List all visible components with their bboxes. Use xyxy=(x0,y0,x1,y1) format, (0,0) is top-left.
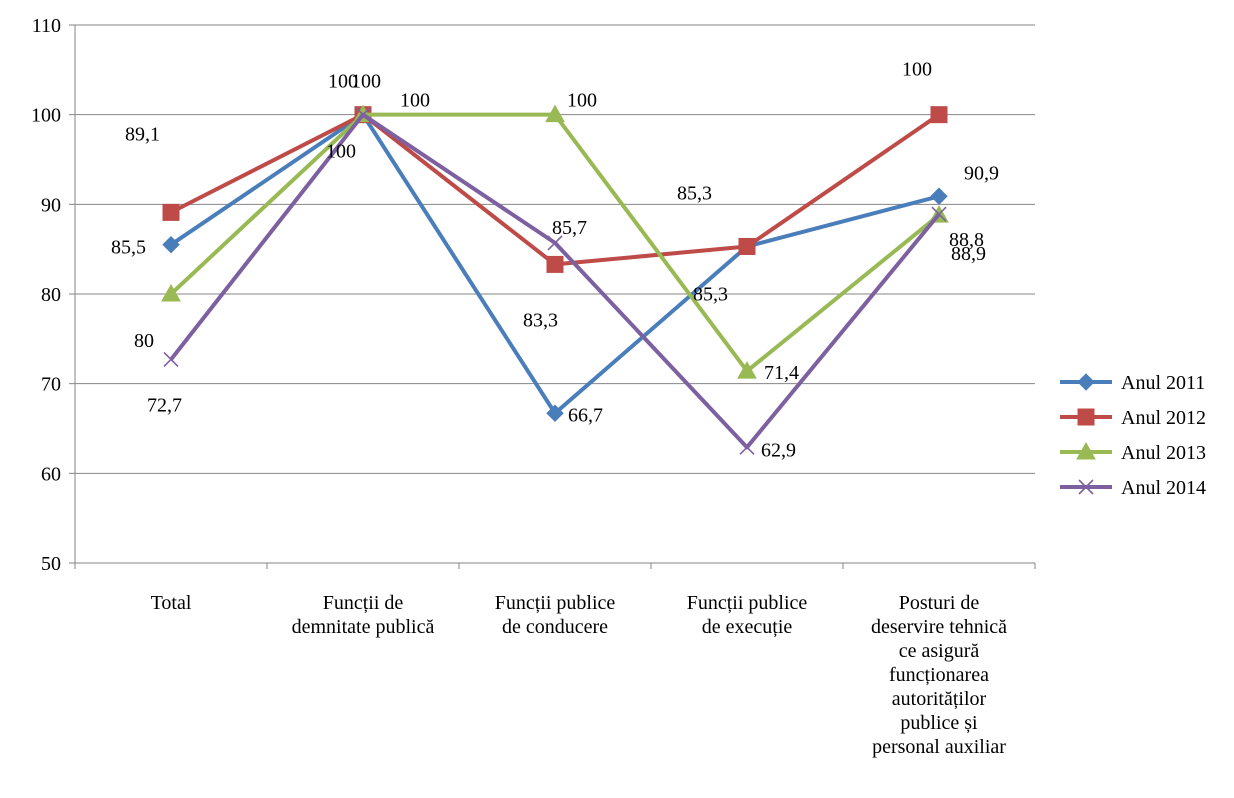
marker-triangle xyxy=(1076,441,1096,460)
data-label: 100 xyxy=(567,90,597,112)
data-label: 83,3 xyxy=(523,309,558,331)
y-tick-label: 80 xyxy=(41,284,61,306)
marker-x xyxy=(547,235,563,251)
data-label: 100 xyxy=(902,59,932,81)
marker-x-stroke xyxy=(931,206,947,222)
data-label: 62,9 xyxy=(761,439,796,461)
y-tick-label: 90 xyxy=(41,194,61,216)
legend-item: Anul 2012 xyxy=(1060,407,1206,429)
y-tick-label: 50 xyxy=(41,553,61,575)
marker-triangle xyxy=(545,104,565,123)
category-label-line: Funcții publice xyxy=(495,592,616,614)
legend-label: Anul 2013 xyxy=(1121,442,1206,464)
category-label-line: Posturi de xyxy=(899,592,980,614)
data-label: 66,7 xyxy=(568,404,603,426)
series-anul-2014 xyxy=(163,107,947,455)
data-label: 80 xyxy=(134,330,154,352)
y-tick-labels: 50 60 70 80 90 100 110 xyxy=(31,15,61,575)
data-label: 85,3 xyxy=(693,283,728,305)
legend-label: Anul 2014 xyxy=(1121,477,1206,499)
data-label: 100 xyxy=(328,71,358,93)
legend-label: Anul 2011 xyxy=(1121,372,1205,394)
marker-x-stroke xyxy=(547,235,563,251)
marker-square xyxy=(546,255,564,273)
marker-x xyxy=(1078,479,1094,495)
legend-item: Anul 2014 xyxy=(1060,477,1206,499)
y-tick-label: 110 xyxy=(32,15,61,37)
y-tick-label: 100 xyxy=(31,105,61,127)
legend: Anul 2011 Anul 2012 Anul 2013 Anul 2014 xyxy=(1060,372,1206,499)
data-label: 71,4 xyxy=(764,362,799,384)
series-lines xyxy=(161,104,949,455)
category-label-line: ce asigură xyxy=(899,640,980,662)
marker-diamond xyxy=(1077,373,1095,391)
data-label: 90,9 xyxy=(964,162,999,184)
category-label: Funcții publice de execuție xyxy=(687,592,808,638)
marker-square xyxy=(1077,408,1095,426)
category-label: Funcții de demnitate publică xyxy=(292,592,435,638)
data-label: 100 xyxy=(326,141,356,163)
data-label: 85,3 xyxy=(677,182,712,204)
category-label: Funcții publice de conducere xyxy=(495,592,616,638)
marker-square xyxy=(162,203,180,221)
category-label-line: funcționarea xyxy=(889,664,989,686)
category-label-line: publice și xyxy=(900,712,978,734)
marker-triangle xyxy=(737,361,757,379)
marker-diamond xyxy=(930,187,948,205)
y-tick-label: 60 xyxy=(41,463,61,485)
data-label: 88,8 xyxy=(949,229,984,251)
legend-item: Anul 2013 xyxy=(1060,441,1206,464)
category-label: Posturi de deservire tehnică ce asigură fun… xyxy=(871,592,1007,758)
data-label: 85,5 xyxy=(111,237,146,259)
legend-label: Anul 2012 xyxy=(1121,407,1206,429)
data-label: 100 xyxy=(351,71,381,93)
category-label-line: Funcții publice xyxy=(687,592,808,614)
category-label-line: deservire tehnică xyxy=(871,616,1007,638)
legend-item: Anul 2011 xyxy=(1060,372,1205,394)
marker-x xyxy=(739,439,755,455)
category-label-line: Funcții de xyxy=(323,592,404,614)
marker-x-stroke xyxy=(739,439,755,455)
category-label-line: autorităților xyxy=(892,688,987,710)
category-label: Total xyxy=(151,592,192,614)
category-label-line: personal auxiliar xyxy=(872,736,1006,758)
marker-x xyxy=(931,206,947,222)
marker-x xyxy=(355,107,371,123)
marker-x xyxy=(163,351,179,368)
marker-square xyxy=(738,237,756,255)
data-label: 88,9 xyxy=(951,243,986,265)
axes xyxy=(69,24,1036,569)
category-label-line: de conducere xyxy=(502,616,608,638)
marker-diamond xyxy=(162,235,180,254)
marker-x-stroke xyxy=(163,351,179,368)
data-label: 72,7 xyxy=(147,394,182,416)
category-label-line: de execuție xyxy=(702,616,793,638)
marker-x-stroke xyxy=(1078,479,1094,495)
marker-diamond xyxy=(546,404,564,422)
category-label-line: Total xyxy=(151,592,192,614)
x-category-labels: Total Funcții de demnitate publicăFuncții … xyxy=(151,592,1008,758)
marker-square xyxy=(930,106,948,124)
data-label: 100 xyxy=(400,90,430,112)
data-labels: 85,5 100 66,7 85,3 90,9 89,1 100 83,3 85,3 100 80 1… xyxy=(111,59,999,462)
category-label-line: demnitate publică xyxy=(292,616,435,638)
data-label: 85,7 xyxy=(552,217,587,239)
data-label: 89,1 xyxy=(125,123,160,145)
y-tick-label: 70 xyxy=(41,374,61,396)
marker-x-stroke xyxy=(355,107,371,123)
marker-triangle xyxy=(161,283,181,302)
